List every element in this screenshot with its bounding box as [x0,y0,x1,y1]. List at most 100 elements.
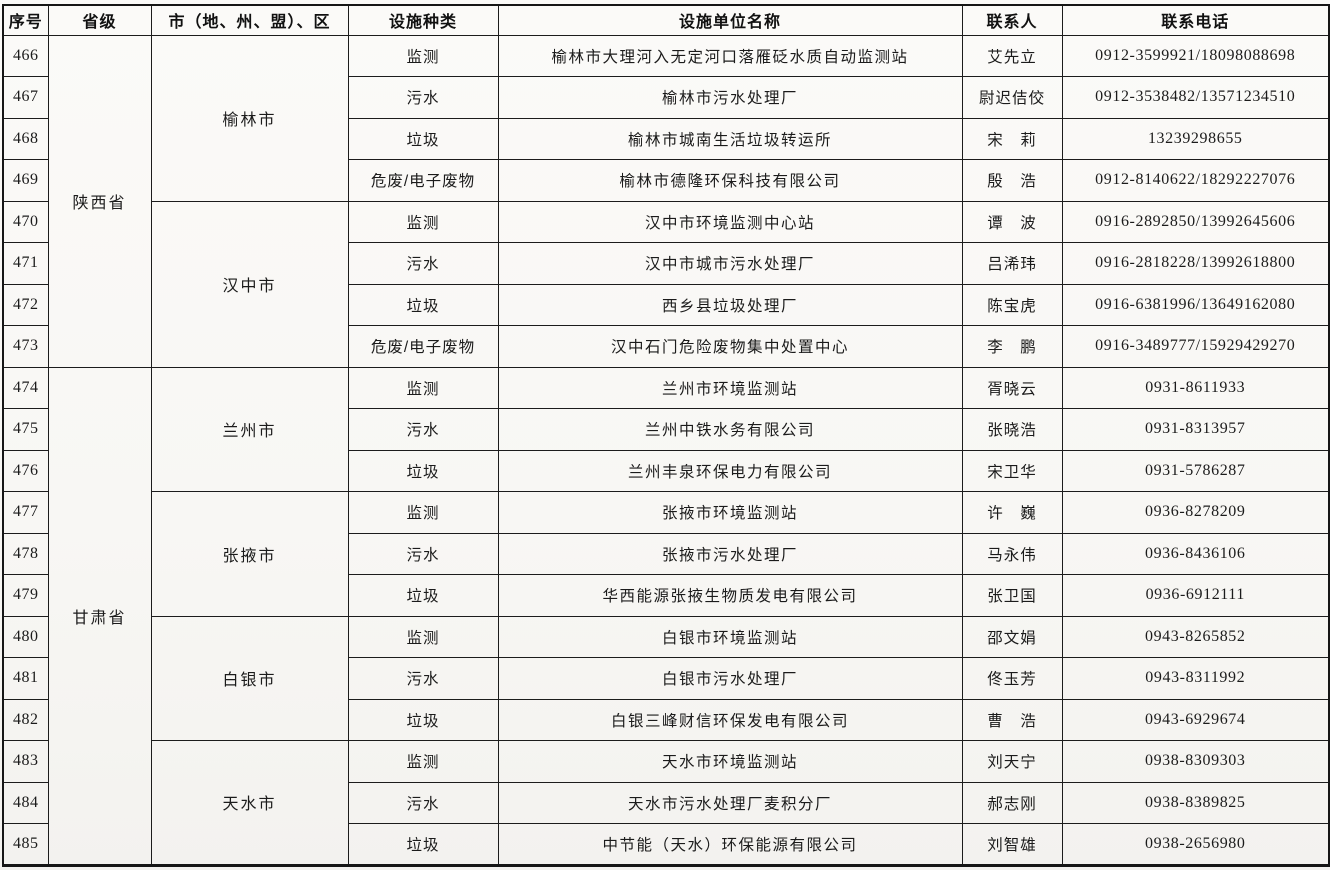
facility-type-cell: 垃圾 [347,823,499,866]
row-number-cell: 485 [2,823,49,866]
contact-phone-cell: 0916-3489777/15929429270 [1061,325,1330,368]
facility-type-cell: 监测 [347,615,499,658]
table-row: 468 垃圾 榆林市城南生活垃圾转运所 宋 莉 13239298655 [2,117,1330,160]
facility-type-cell: 污水 [347,532,499,575]
city-cell: 白银市 [150,615,349,741]
facility-type-cell: 垃圾 [347,574,499,617]
contact-name-cell: 佟玉芳 [961,657,1063,700]
header-province: 省级 [47,4,152,36]
contact-phone-cell: 0931-8313957 [1061,408,1330,451]
table-row: 471 污水 汉中市城市污水处理厂 吕浠玮 0916-2818228/13992… [2,242,1330,285]
row-number-cell: 469 [2,159,49,202]
row-number-cell: 480 [2,615,49,658]
contact-name-cell: 马永伟 [961,532,1063,575]
facility-name-cell: 兰州丰泉环保电力有限公司 [497,449,963,492]
row-number-cell: 473 [2,325,49,368]
facility-name-cell: 汉中市城市污水处理厂 [497,242,963,285]
facility-type-cell: 污水 [347,657,499,700]
row-number-cell: 467 [2,76,49,119]
contact-name-cell: 尉迟佶佼 [961,76,1063,119]
row-number-cell: 483 [2,740,49,783]
facility-name-cell: 张掖市污水处理厂 [497,532,963,575]
facility-type-cell: 污水 [347,408,499,451]
facility-name-cell: 榆林市城南生活垃圾转运所 [497,117,963,160]
table-row: 474 甘肃省 兰州市 监测 兰州市环境监测站 胥晓云 0931-8611933 [2,366,1330,866]
table-row: 469 危废/电子废物 榆林市德隆环保科技有限公司 殷 浩 0912-81406… [2,159,1330,202]
contact-name-cell: 郝志刚 [961,781,1063,824]
facility-name-cell: 汉中市环境监测中心站 [497,200,963,243]
facility-type-cell: 垃圾 [347,698,499,741]
table-row: 478 污水 张掖市污水处理厂 马永伟 0936-8436106 [2,532,1330,575]
row-number-cell: 471 [2,242,49,285]
table-row: 470 汉中市 监测 汉中市环境监测中心站 谭 波 0916-2892850/1… [2,200,1330,368]
facility-type-cell: 监测 [347,200,499,243]
table-row: 476 垃圾 兰州丰泉环保电力有限公司 宋卫华 0931-5786287 [2,449,1330,492]
province-cell: 甘肃省 [47,366,152,866]
contact-name-cell: 胥晓云 [961,366,1063,409]
table-row: 466 陕西省 榆林市 监测 榆林市大理河入无定河口落雁砭水质自动监测站 艾先立… [2,34,1330,368]
contact-phone-cell: 0943-8265852 [1061,615,1330,658]
facility-type-cell: 监测 [347,491,499,534]
contact-phone-cell: 13239298655 [1061,117,1330,160]
contact-phone-cell: 0936-6912111 [1061,574,1330,617]
table-row: 479 垃圾 华西能源张掖生物质发电有限公司 张卫国 0936-6912111 [2,574,1330,617]
table-row: 472 垃圾 西乡县垃圾处理厂 陈宝虎 0916-6381996/1364916… [2,283,1330,326]
facility-type-cell: 危废/电子废物 [347,159,499,202]
contact-phone-cell: 0931-8611933 [1061,366,1330,409]
contact-phone-cell: 0943-6929674 [1061,698,1330,741]
row-number-cell: 475 [2,408,49,451]
contact-phone-cell: 0936-8436106 [1061,532,1330,575]
contact-phone-cell: 0943-8311992 [1061,657,1330,700]
contact-name-cell: 邵文娟 [961,615,1063,658]
facility-name-cell: 天水市环境监测站 [497,740,963,783]
contact-phone-cell: 0936-8278209 [1061,491,1330,534]
table-row: 483 天水市 监测 天水市环境监测站 刘天宁 0938-8309303 [2,740,1330,866]
table-row: 484 污水 天水市污水处理厂麦积分厂 郝志刚 0938-8389825 [2,781,1330,824]
contact-name-cell: 殷 浩 [961,159,1063,202]
facility-type-cell: 污水 [347,242,499,285]
facility-type-cell: 污水 [347,76,499,119]
row-number-cell: 478 [2,532,49,575]
facility-name-cell: 白银市环境监测站 [497,615,963,658]
header-facility-name: 设施单位名称 [497,4,963,36]
header-row: 序号 省级 市（地、州、盟）、区 设施种类 设施单位名称 联系人 联系电话 [2,4,1330,36]
contact-phone-cell: 0916-2892850/13992645606 [1061,200,1330,243]
contact-name-cell: 宋卫华 [961,449,1063,492]
city-cell: 汉中市 [150,200,349,368]
row-number-cell: 470 [2,200,49,243]
contact-phone-cell: 0916-6381996/13649162080 [1061,283,1330,326]
contact-name-cell: 吕浠玮 [961,242,1063,285]
row-number-cell: 474 [2,366,49,409]
contact-phone-cell: 0916-2818228/13992618800 [1061,242,1330,285]
facility-type-cell: 垃圾 [347,283,499,326]
city-cell: 张掖市 [150,491,349,617]
contact-name-cell: 宋 莉 [961,117,1063,160]
contact-name-cell: 刘智雄 [961,823,1063,866]
facility-name-cell: 汉中石门危险废物集中处置中心 [497,325,963,368]
facility-name-cell: 榆林市污水处理厂 [497,76,963,119]
facility-name-cell: 白银三峰财信环保发电有限公司 [497,698,963,741]
row-number-cell: 468 [2,117,49,160]
contact-phone-cell: 0931-5786287 [1061,449,1330,492]
facility-contact-table: 序号 省级 市（地、州、盟）、区 设施种类 设施单位名称 联系人 联系电话 46… [2,4,1330,867]
header-no: 序号 [2,4,49,36]
table-row: 481 污水 白银市污水处理厂 佟玉芳 0943-8311992 [2,657,1330,700]
city-cell: 榆林市 [150,34,349,202]
contact-name-cell: 曹 浩 [961,698,1063,741]
city-cell: 兰州市 [150,366,349,492]
contact-name-cell: 张晓浩 [961,408,1063,451]
header-phone: 联系电话 [1061,4,1330,36]
table-row: 477 张掖市 监测 张掖市环境监测站 许 巍 0936-8278209 [2,491,1330,617]
table-row: 480 白银市 监测 白银市环境监测站 邵文娟 0943-8265852 [2,615,1330,741]
contact-phone-cell: 0912-8140622/18292227076 [1061,159,1330,202]
facility-type-cell: 垃圾 [347,117,499,160]
header-facility-type: 设施种类 [347,4,499,36]
province-cell: 陕西省 [47,34,152,368]
row-number-cell: 479 [2,574,49,617]
city-cell: 天水市 [150,740,349,866]
facility-type-cell: 危废/电子废物 [347,325,499,368]
contact-phone-cell: 0938-8389825 [1061,781,1330,824]
contact-name-cell: 李 鹏 [961,325,1063,368]
facility-name-cell: 中节能（天水）环保能源有限公司 [497,823,963,866]
